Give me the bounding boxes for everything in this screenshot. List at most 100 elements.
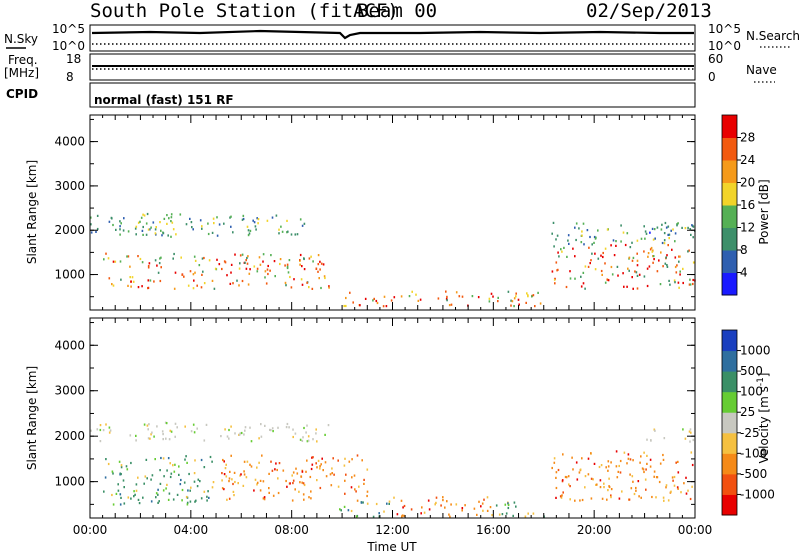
velocity-colorbar-tick-label: 100	[740, 385, 763, 399]
velocity-colorbar-label-main: Velocity [m s	[757, 386, 771, 463]
velocity-band-6	[495, 501, 545, 518]
velocity-colorbar-segment	[722, 473, 737, 495]
velocity-x-ticks: 00:00 04:00 08:00 12:00 16:00 20:00 00:00	[73, 318, 713, 537]
power-colorbar-segment	[722, 227, 737, 251]
power-colorbar-segment	[722, 137, 737, 161]
x-tick-label: 08:00	[274, 523, 309, 537]
power-band-3	[343, 290, 542, 308]
power-colorbar-segment	[722, 115, 737, 138]
power-colorbar-tick-label: 20	[740, 176, 755, 190]
velocity-band-5	[393, 496, 493, 518]
nsky-panel: N.Sky 10^5 10^0 10^5 10^0 N.Search	[4, 22, 800, 53]
power-scatter	[90, 212, 696, 308]
power-colorbar-tick-label: 24	[740, 153, 755, 167]
velocity-band-3	[221, 454, 369, 502]
cpid-text: normal (fast) 151 RF	[94, 93, 234, 107]
power-band-2	[141, 212, 306, 237]
velocity-colorbar-label-sup: -1	[756, 377, 766, 386]
velocity-colorbar: 1000 500 100 25 -25 -100 -500 -1000	[721, 329, 775, 516]
power-colorbar: 4 8 12 16 20 24 28	[721, 114, 755, 296]
x-axis-label: Time UT	[366, 540, 417, 554]
x-tick-label: 16:00	[476, 523, 511, 537]
velocity-colorbar-label: Velocity [m s-1]	[756, 373, 771, 464]
nsearch-tick-bottom: 10^0	[708, 39, 741, 53]
power-colorbar-segment	[722, 272, 737, 296]
power-colorbar-segment	[722, 160, 737, 183]
velocity-colorbar-segment	[722, 494, 737, 516]
velocity-colorbar-tick-label: 500	[740, 364, 763, 378]
velocity-scatter	[90, 421, 695, 518]
nsky-label: N.Sky	[4, 32, 38, 46]
cpid-panel: CPID normal (fast) 151 RF	[6, 82, 696, 108]
power-colorbar-tick-label: 8	[740, 243, 748, 257]
velocity-colorbar-segment	[722, 330, 737, 352]
velocity-band-0	[90, 421, 178, 443]
velocity-panel: 1000 2000 3000 4000 00:00 04:00 08:00 12:00 16:…	[25, 317, 713, 554]
power-colorbar-segment	[722, 182, 737, 206]
freq-panel: Freq. [MHz] 18 8 60 0 Nave	[4, 52, 777, 84]
x-tick-label: 04:00	[174, 523, 209, 537]
velocity-colorbar-segment	[722, 350, 737, 372]
power-colorbar-segment	[722, 205, 737, 228]
velocity-colorbar-tick-label: -500	[740, 467, 767, 481]
power-colorbar-tick-label: 16	[740, 198, 755, 212]
nsky-tick-top: 10^5	[52, 22, 85, 36]
x-tick-label: 00:00	[73, 523, 108, 537]
velocity-band-4	[339, 500, 391, 518]
power-band-4	[551, 243, 696, 290]
velocity-colorbar-segment	[722, 391, 737, 413]
velocity-colorbar-tick-label: -100	[740, 446, 767, 460]
power-colorbar-label: Power [dB]	[757, 179, 771, 244]
velocity-y-ticks: 1000 2000 3000 4000	[54, 322, 695, 505]
velocity-colorbar-tick-label: -25	[740, 426, 760, 440]
velocity-colorbar-label-end: ]	[757, 373, 771, 378]
nsky-trace	[91, 29, 694, 40]
velocity-band-1	[184, 422, 330, 443]
velocity-colorbar-segment	[722, 412, 737, 434]
velocity-band-2	[103, 455, 215, 506]
date-title: 02/Sep/2013	[586, 0, 712, 22]
power-colorbar-segment	[722, 250, 737, 273]
velocity-colorbar-tick-label: 1000	[740, 344, 771, 358]
velocity-colorbar-tick-label: -1000	[740, 487, 775, 501]
nsearch-label: N.Search	[746, 29, 800, 43]
velocity-colorbar-segment	[722, 432, 737, 454]
power-colorbar-tick-label: 12	[740, 221, 755, 235]
power-y-tick-label: 4000	[54, 135, 85, 149]
velocity-band-8	[646, 428, 695, 443]
power-x-ticks	[89, 115, 696, 310]
velocity-y-tick-label: 3000	[54, 384, 85, 398]
x-tick-label: 00:00	[678, 523, 713, 537]
cpid-label: CPID	[6, 87, 38, 101]
velocity-colorbar-tick-label: 25	[740, 405, 755, 419]
power-colorbar-tick-label: 4	[740, 266, 748, 280]
x-tick-label: 20:00	[577, 523, 612, 537]
power-band-1	[103, 252, 330, 290]
velocity-y-tick-label: 2000	[54, 429, 85, 443]
power-band-0	[90, 214, 175, 238]
station-title: South Pole Station (fitACF)	[90, 0, 399, 22]
power-y-ticks: 1000 2000 3000 4000	[54, 118, 695, 298]
power-panel: 1000 2000 3000 4000 Slant Range [km]	[25, 114, 696, 311]
nsky-tick-bottom: 10^0	[52, 39, 85, 53]
velocity-band-7	[551, 450, 694, 502]
velocity-colorbar-segment	[722, 453, 737, 475]
freq-tick-bottom: 8	[66, 70, 74, 84]
freq-label-1: Freq.	[8, 53, 38, 67]
nsearch-tick-top: 10^5	[708, 22, 741, 36]
nave-tick-bottom: 0	[708, 70, 716, 84]
freq-tick-top: 18	[66, 52, 81, 66]
power-y-tick-label: 3000	[54, 179, 85, 193]
nave-label: Nave	[746, 63, 777, 77]
velocity-y-tick-label: 4000	[54, 338, 85, 352]
velocity-colorbar-segment	[722, 371, 737, 393]
power-band-5	[551, 221, 695, 246]
x-tick-label: 12:00	[375, 523, 410, 537]
power-colorbar-tick-label: 28	[740, 131, 755, 145]
power-y-label: Slant Range [km]	[25, 160, 39, 264]
nave-tick-top: 60	[708, 52, 723, 66]
velocity-y-label: Slant Range [km]	[25, 366, 39, 470]
power-band-6	[649, 221, 696, 235]
freq-label-2: [MHz]	[4, 66, 39, 80]
